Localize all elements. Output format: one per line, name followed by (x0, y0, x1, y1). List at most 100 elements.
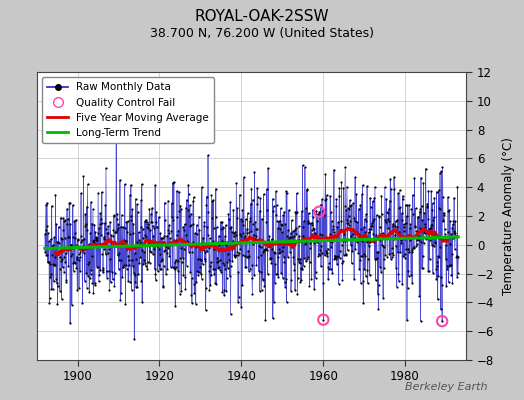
Point (229, 244, 237, 251)
Point (346, 218, 355, 224)
Point (188, 249, 196, 255)
Point (120, 242, 128, 248)
Point (215, 247, 224, 254)
Point (284, 227, 292, 233)
Point (427, 225, 435, 232)
Point (288, 217, 296, 223)
Point (133, 201, 141, 208)
Point (209, 197, 217, 203)
Point (324, 246, 332, 252)
Point (49, 286, 57, 292)
Point (128, 263, 137, 270)
Point (118, 264, 127, 270)
Point (348, 248, 356, 254)
Point (418, 203, 426, 209)
Point (370, 184, 379, 190)
Point (336, 229, 345, 235)
Point (373, 212, 381, 218)
Point (164, 245, 172, 251)
Point (339, 258, 347, 264)
Point (221, 266, 230, 273)
Point (198, 240, 206, 246)
Point (379, 255, 388, 262)
Point (153, 224, 161, 230)
Point (58, 296, 66, 302)
Point (178, 241, 186, 248)
Point (231, 252, 239, 259)
Point (357, 252, 365, 259)
Point (56, 254, 64, 260)
Point (384, 210, 392, 216)
Point (117, 290, 125, 296)
Point (50, 262, 59, 269)
Point (343, 184, 351, 190)
Point (241, 264, 249, 270)
Point (214, 239, 222, 245)
Point (442, 242, 450, 248)
Point (95, 225, 103, 231)
Point (238, 282, 246, 289)
Point (53, 239, 61, 245)
Point (96, 210, 104, 217)
Point (444, 194, 452, 200)
Point (359, 224, 368, 230)
Point (86, 274, 94, 281)
Point (158, 256, 167, 262)
Point (386, 256, 395, 262)
Point (246, 200, 255, 207)
Point (76, 249, 84, 255)
Point (48, 203, 56, 209)
Point (387, 254, 396, 261)
Point (52, 280, 61, 286)
Point (141, 262, 150, 269)
Point (347, 202, 356, 208)
Point (246, 266, 254, 272)
Point (291, 208, 300, 215)
Point (377, 192, 386, 199)
Point (220, 262, 228, 268)
Point (221, 233, 230, 239)
Point (213, 254, 222, 261)
Point (58, 256, 67, 262)
Point (182, 263, 191, 269)
Point (266, 256, 274, 262)
Point (144, 225, 152, 231)
Point (151, 271, 160, 278)
Point (97, 232, 105, 238)
Point (310, 225, 319, 232)
Point (209, 265, 217, 272)
Point (98, 251, 106, 257)
Point (451, 230, 460, 237)
Point (83, 181, 92, 187)
Point (342, 207, 351, 213)
Point (236, 192, 244, 198)
Point (344, 220, 352, 226)
Point (93, 237, 101, 244)
Point (368, 220, 376, 226)
Point (330, 256, 339, 262)
Point (242, 216, 250, 222)
Point (217, 238, 226, 244)
Point (345, 222, 353, 228)
Point (96, 216, 105, 222)
Point (181, 221, 189, 227)
Point (267, 260, 276, 266)
Point (238, 230, 247, 236)
Point (207, 272, 215, 278)
Point (67, 242, 75, 248)
Point (97, 220, 106, 226)
Point (200, 219, 209, 225)
Point (363, 239, 371, 246)
Point (248, 291, 257, 297)
Point (111, 270, 119, 277)
Point (107, 269, 116, 275)
Point (312, 207, 320, 214)
Point (382, 195, 390, 202)
Point (80, 245, 89, 252)
Point (110, 227, 118, 234)
Point (81, 278, 89, 284)
Point (110, 212, 118, 218)
Point (216, 218, 225, 225)
Point (258, 276, 267, 283)
Point (160, 199, 169, 206)
